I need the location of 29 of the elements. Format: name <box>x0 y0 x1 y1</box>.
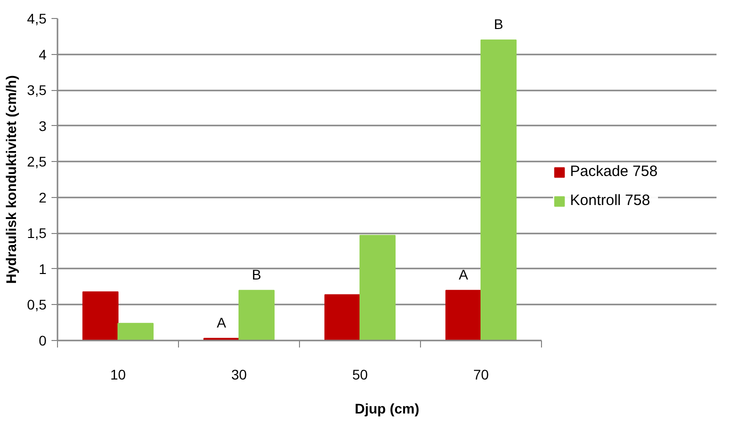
y-axis-title: Hydraulisk konduktivitet (cm/h) <box>3 75 20 284</box>
y-tick-label: 2 <box>38 189 47 206</box>
annotation: B <box>252 266 262 282</box>
annotation: A <box>216 314 227 330</box>
bar <box>360 234 396 340</box>
bar <box>324 294 360 340</box>
annotation: A <box>458 266 469 282</box>
bar <box>82 291 118 340</box>
x-tick-label: 50 <box>352 366 368 382</box>
y-tick-label: 0,5 <box>27 296 47 313</box>
annotation: B <box>494 16 504 32</box>
x-tick-label: 70 <box>473 366 489 382</box>
y-tick-label: 0 <box>38 332 47 348</box>
x-tick-label: 10 <box>110 366 126 382</box>
x-tick-label: 30 <box>231 366 247 382</box>
y-tick-label: 1,5 <box>27 225 47 242</box>
y-tick-label: 3 <box>38 118 47 134</box>
bar <box>238 290 275 340</box>
legend-label: Packade 758 <box>570 163 658 180</box>
y-tick-label: 4,5 <box>27 10 47 26</box>
bar <box>445 290 482 340</box>
y-tick-label: 4 <box>38 46 47 62</box>
bar <box>480 39 517 340</box>
y-tick-label: 2,5 <box>27 154 47 170</box>
bar <box>118 322 154 340</box>
x-axis-title: Djup (cm) <box>354 400 420 416</box>
y-tick-label: 1 <box>38 260 47 277</box>
legend-label: Kontroll 758 <box>570 192 650 209</box>
y-tick-label: 3,5 <box>27 82 47 98</box>
